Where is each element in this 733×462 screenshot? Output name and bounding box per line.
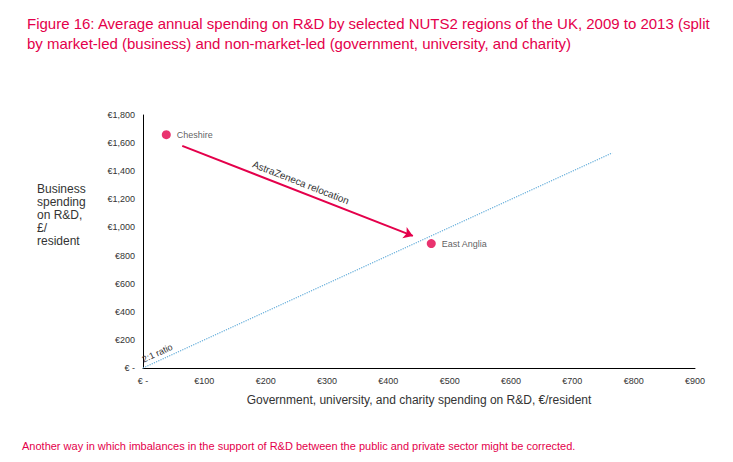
svg-text:€400: €400	[378, 376, 398, 386]
svg-text:€800: €800	[624, 376, 644, 386]
svg-text:€400: €400	[115, 307, 135, 317]
svg-text:€200: €200	[256, 376, 276, 386]
svg-text:€700: €700	[562, 376, 582, 386]
svg-text:Cheshire: Cheshire	[177, 130, 213, 140]
svg-text:AstraZeneca relocation: AstraZeneca relocation	[251, 159, 351, 207]
svg-text:€1,800: €1,800	[107, 110, 135, 120]
svg-text:Government, university, and ch: Government, university, and charity spen…	[247, 393, 592, 407]
svg-text:by market-led (business) and n: by market-led (business) and non-market-…	[27, 35, 571, 52]
svg-text:€900: €900	[685, 376, 705, 386]
svg-text:€300: €300	[317, 376, 337, 386]
svg-text:€200: €200	[115, 335, 135, 345]
svg-text:£/: £/	[37, 221, 48, 235]
svg-text:Another way in which imbalance: Another way in which imbalances in the s…	[22, 440, 575, 452]
svg-text:€800: €800	[115, 251, 135, 261]
svg-text:€600: €600	[501, 376, 521, 386]
svg-text:Business: Business	[37, 182, 89, 196]
svg-text:on R&D,: on R&D,	[37, 208, 86, 222]
svg-text:€500: €500	[440, 376, 460, 386]
svg-text:€100: €100	[194, 376, 214, 386]
svg-text:East Anglia: East Anglia	[442, 239, 487, 249]
svg-text:Figure 16: Average annual spen: Figure 16: Average annual spending on R&…	[27, 15, 714, 32]
svg-text:€ -: € -	[138, 376, 149, 386]
svg-text:resident: resident	[37, 234, 80, 248]
svg-text:€1,400: €1,400	[107, 166, 135, 176]
svg-text:€1,200: €1,200	[107, 194, 135, 204]
svg-text:€1,600: €1,600	[107, 138, 135, 148]
svg-text:2:1 ratio: 2:1 ratio	[141, 342, 175, 365]
svg-text:€1,000: €1,000	[107, 222, 135, 232]
svg-text:€600: €600	[115, 279, 135, 289]
svg-text:€ -: € -	[124, 363, 135, 373]
svg-text:spending: spending	[37, 195, 89, 209]
